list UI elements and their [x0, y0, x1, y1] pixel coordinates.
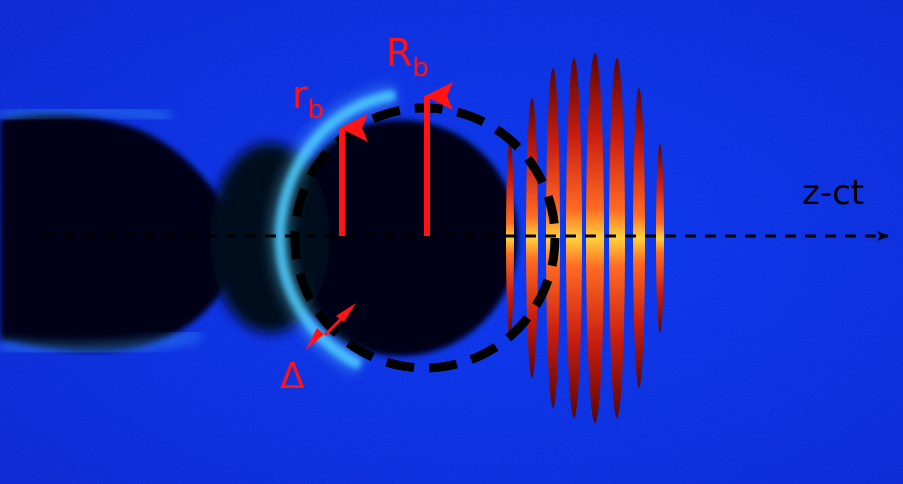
axis-label: z-ct	[802, 173, 864, 213]
laser-fringe	[526, 98, 538, 378]
sheath-upper-tail	[0, 106, 171, 122]
laser-fringe	[566, 58, 582, 418]
delta-marker	[305, 303, 356, 351]
laser-fringe	[586, 53, 604, 423]
laser-fringe	[609, 58, 625, 418]
r-b-label: rb	[292, 73, 324, 125]
delta-label: Δ	[280, 356, 305, 397]
plasma-cavity	[0, 114, 518, 356]
cavity-tail	[0, 114, 232, 352]
R-b-label: Rb	[386, 31, 429, 83]
laser-fringe	[506, 138, 514, 338]
delta-arrowhead-inner	[305, 328, 324, 351]
sheath-lower-tail	[0, 331, 201, 354]
laser-fringe	[656, 143, 664, 333]
laser-fringe	[633, 88, 645, 388]
radius-arrows	[339, 82, 453, 236]
delta-line	[323, 316, 344, 337]
